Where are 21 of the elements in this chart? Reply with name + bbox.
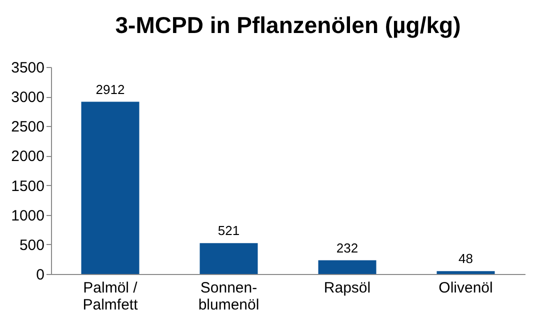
x-tick-label: Olivenöl xyxy=(438,280,493,296)
y-tick-label: 2500 xyxy=(11,118,44,136)
y-tick-label: 1500 xyxy=(11,178,44,195)
bar xyxy=(318,260,376,274)
y-tick-label: 0 xyxy=(36,266,44,284)
bar xyxy=(436,271,495,274)
y-tick-label: 3000 xyxy=(11,89,44,106)
x-tick-label: Sonnen- blumenöl xyxy=(198,280,260,314)
bar xyxy=(200,243,258,274)
data-label: 48 xyxy=(458,251,473,266)
y-tick-label: 2000 xyxy=(11,148,44,166)
bar xyxy=(81,102,140,274)
chart-title: 3-MCPD in Pflanzenölen (µg/kg) xyxy=(115,12,461,38)
data-label: 521 xyxy=(218,223,240,238)
y-tick-label: 500 xyxy=(19,236,44,254)
data-label: 2912 xyxy=(96,82,125,97)
data-label: 232 xyxy=(336,240,358,256)
y-tick-label: 1000 xyxy=(11,207,44,224)
x-tick-label: Rapsöl xyxy=(324,280,371,296)
x-tick-label: Palmöl / Palmfett xyxy=(82,280,139,314)
y-tick-label: 3500 xyxy=(11,60,44,76)
